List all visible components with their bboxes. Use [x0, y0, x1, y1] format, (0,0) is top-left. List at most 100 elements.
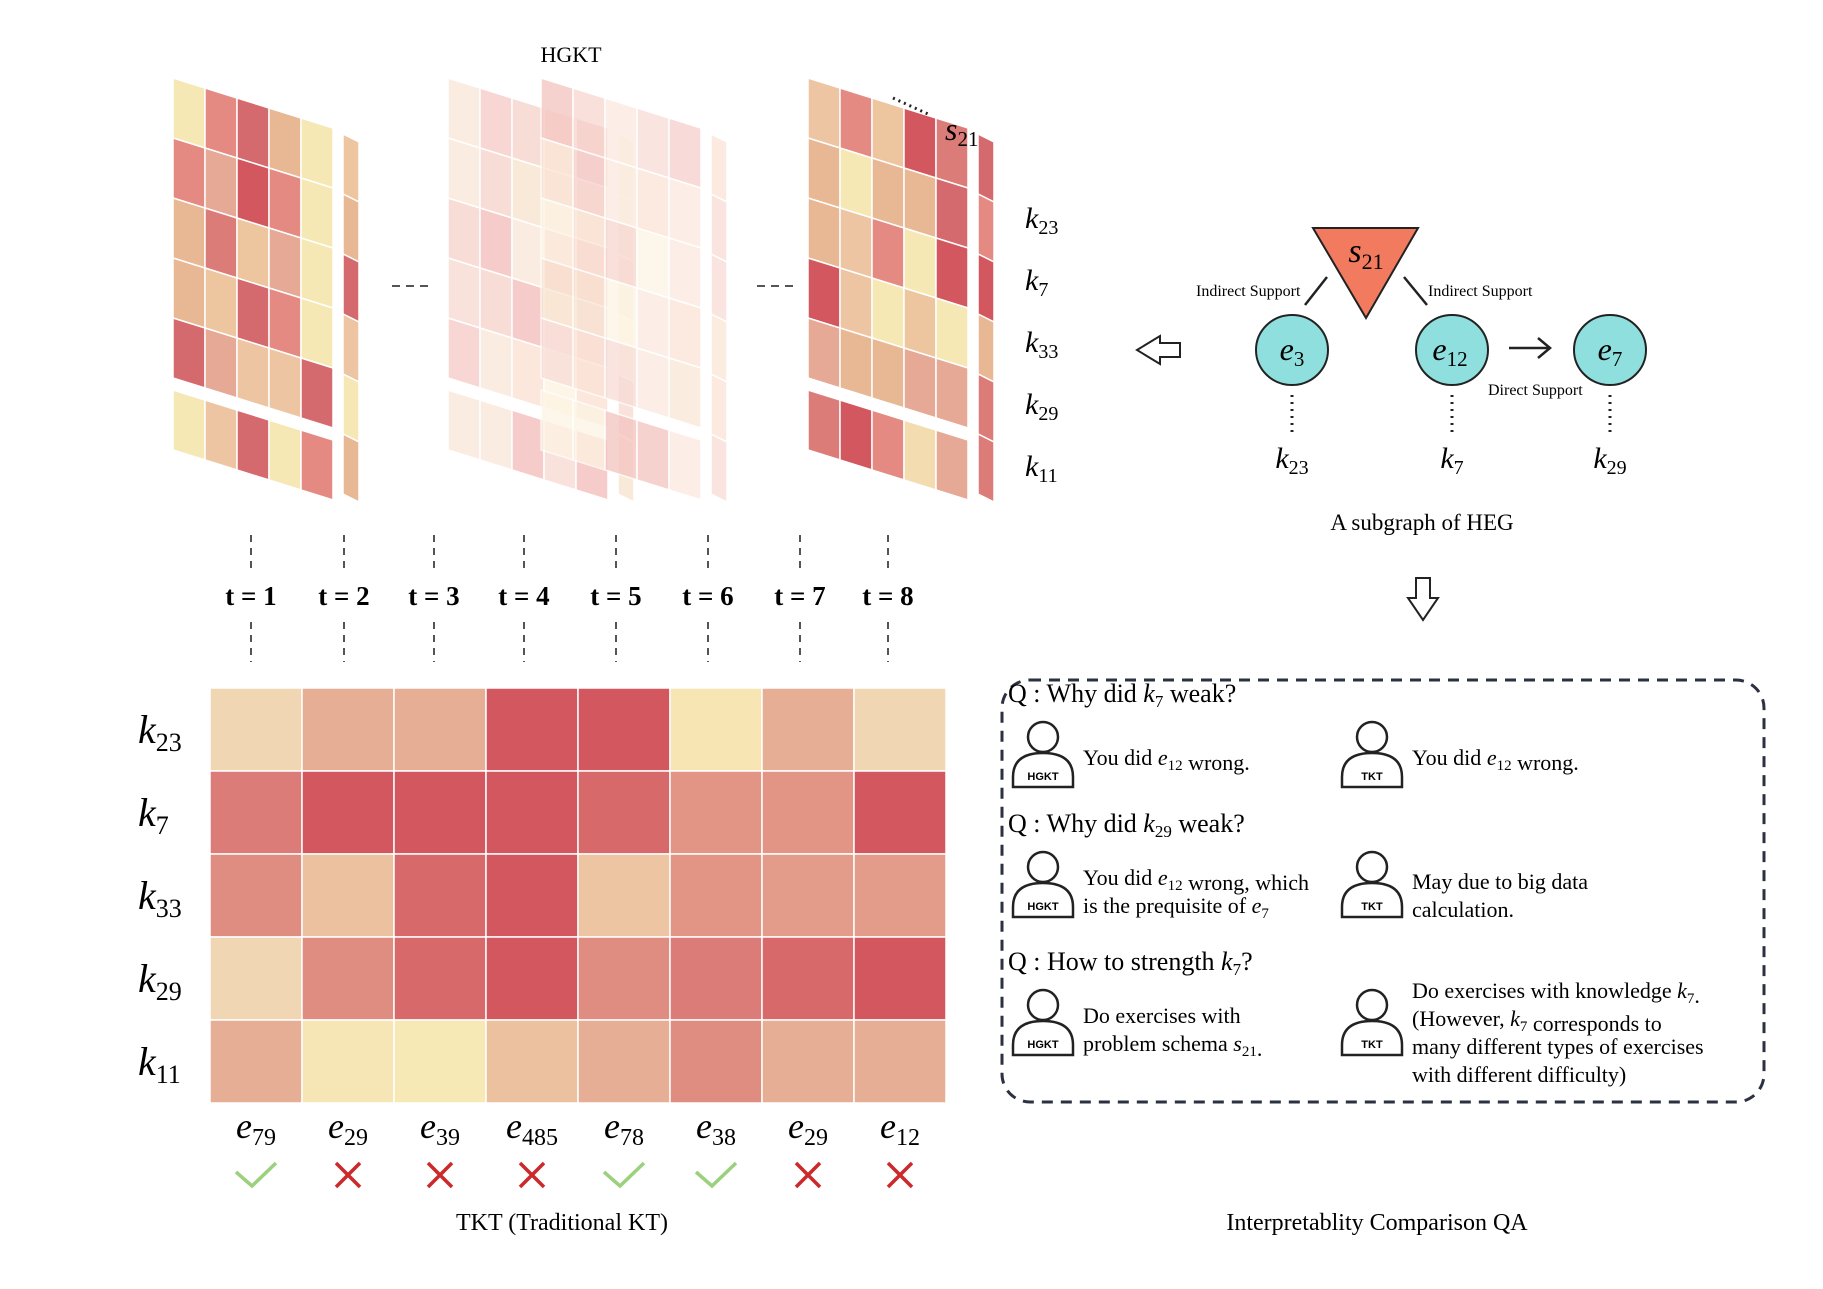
state-cell — [668, 176, 702, 250]
state-cell — [668, 356, 702, 430]
state-cell — [977, 312, 995, 384]
state-cell — [604, 156, 638, 230]
state-cell — [903, 346, 937, 420]
heatmap-cell — [669, 936, 763, 1021]
heatmap-cell — [853, 687, 947, 772]
heatmap-cell — [209, 687, 303, 772]
state-cell — [447, 388, 481, 462]
heatmap-cell — [577, 853, 671, 938]
heatmap-cell — [669, 770, 763, 855]
tkt-answer-line: May due to big data — [1412, 869, 1588, 894]
time-step-label: t = 7 — [774, 581, 825, 611]
tkt-avatar-icon: TKT — [1340, 850, 1404, 919]
state-cell — [572, 146, 606, 220]
state-cell — [871, 408, 905, 482]
hollow-left-arrow-icon — [1135, 334, 1181, 366]
state-cell — [236, 96, 270, 170]
state-cell — [479, 146, 513, 220]
state-cell — [668, 296, 702, 370]
schema-label-top: s21 — [945, 111, 978, 151]
heatmap-row-label-k29: k29 — [138, 956, 182, 1006]
state-cell — [668, 428, 702, 502]
exercise-label-e7: e7 — [1598, 331, 1623, 371]
state-cell — [511, 276, 545, 350]
tkt-answer-line: (However, k7 corresponds to — [1412, 1006, 1662, 1036]
state-cell — [204, 86, 238, 160]
state-cell — [903, 418, 937, 492]
state-cell — [710, 132, 728, 204]
heatmap-cell — [853, 1019, 947, 1104]
state-cell — [268, 286, 302, 360]
state-cell — [342, 372, 360, 444]
heatmap-row-label-k33: k33 — [138, 873, 182, 923]
state-cell — [447, 256, 481, 330]
heatmap-row-labels: k23 k7 k33 k29 k11 — [138, 707, 182, 1089]
time-step-label: t = 8 — [862, 581, 913, 611]
state-cell — [977, 432, 995, 504]
heatmap-col-label-e12: e12 — [880, 1106, 920, 1151]
state-cell — [977, 192, 995, 264]
state-cell — [511, 336, 545, 410]
heatmap-cell — [577, 1019, 671, 1104]
tkt-answer-line: You did e12 wrong. — [1412, 745, 1579, 775]
heatmap-cell — [761, 853, 855, 938]
heatmap-cell — [393, 1019, 487, 1104]
heatmap-cell — [485, 853, 579, 938]
state-cell — [977, 132, 995, 204]
edge-label-direct: Direct Support — [1488, 382, 1583, 399]
heatmap-cell — [209, 1019, 303, 1104]
exercise-label-e12: e12 — [1432, 331, 1467, 371]
state-cell — [511, 408, 545, 482]
state-cell — [479, 86, 513, 160]
state-cell — [479, 326, 513, 400]
state-cell — [903, 106, 937, 180]
state-cell — [479, 398, 513, 472]
qa-panel — [1000, 678, 1766, 1104]
heatmap-cell — [853, 936, 947, 1021]
heatmap-cell — [761, 770, 855, 855]
edge-s21-e3 — [1304, 276, 1328, 306]
heatmap-cell — [853, 770, 947, 855]
state-cell — [839, 398, 873, 472]
state-cell — [511, 96, 545, 170]
hgkt-title: HGKT — [540, 42, 602, 67]
state-cell — [300, 176, 334, 250]
edge-label-indirect-right: Indirect Support — [1428, 283, 1533, 300]
state-cell — [204, 146, 238, 220]
state-cell — [342, 252, 360, 324]
state-cell — [839, 86, 873, 160]
state-cell — [572, 86, 606, 160]
state-cell — [668, 236, 702, 310]
state-cell — [268, 226, 302, 300]
time-step-label: t = 3 — [408, 581, 459, 611]
state-cell — [977, 252, 995, 324]
hgkt-avatar-icon: HGKT — [1011, 988, 1075, 1057]
state-cell — [447, 136, 481, 210]
heatmap-cell — [393, 853, 487, 938]
knowledge-label-k7: k7 — [1440, 442, 1463, 479]
heatmap-row-label-k7: k7 — [138, 790, 169, 840]
state-cell — [236, 408, 270, 482]
state-cell — [710, 432, 728, 504]
state-cell — [839, 146, 873, 220]
state-cell — [447, 316, 481, 390]
knowledge-label-k23: k23 — [1275, 442, 1308, 479]
state-cell — [636, 226, 670, 300]
qa-question-3: Q : How to strength k7? — [1008, 947, 1253, 979]
state-cell — [807, 316, 841, 390]
state-cell — [604, 336, 638, 410]
heatmap-cell — [393, 770, 487, 855]
state-cell — [172, 388, 206, 462]
heatmap-col-label-e38: e38 — [696, 1106, 736, 1151]
state-cell — [636, 106, 670, 180]
state-cell — [268, 166, 302, 240]
state-cell — [871, 96, 905, 170]
state-cell — [668, 116, 702, 190]
state-cell — [604, 216, 638, 290]
heatmap-cell — [301, 687, 395, 772]
correct-check-icon — [234, 1161, 278, 1189]
state-cell — [268, 418, 302, 492]
state-cell — [710, 252, 728, 324]
heatmap-cell — [209, 770, 303, 855]
state-cell — [710, 192, 728, 264]
